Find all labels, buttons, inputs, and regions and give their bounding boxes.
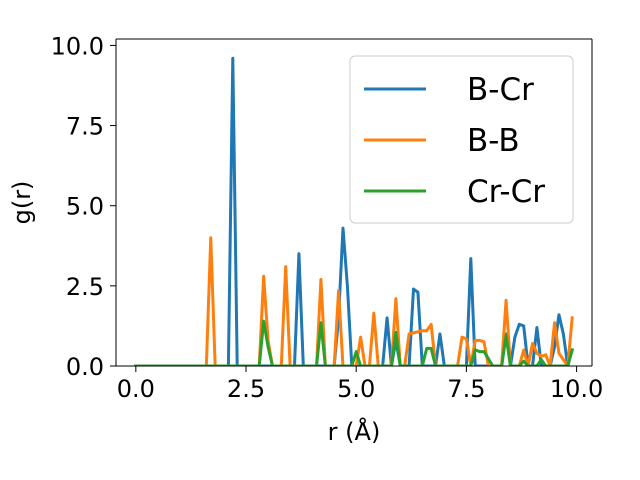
- legend-label-b-b: B-B: [467, 123, 520, 159]
- x-axis-title: r (Å): [328, 417, 381, 446]
- y-tick-label: 7.5: [66, 113, 104, 141]
- x-tick-label: 7.5: [447, 375, 485, 403]
- x-tick-label: 10.0: [550, 375, 603, 403]
- x-tick-label: 0.0: [117, 375, 155, 403]
- y-tick-label: 2.5: [66, 273, 104, 301]
- legend-label-cr-cr: Cr-Cr: [467, 174, 545, 210]
- legend: B-Cr B-B Cr-Cr: [349, 55, 574, 224]
- axes-layer: 0.0 2.5 5.0 7.5 10.0 0.0 2.5 5.0 7.5 10.0 r (Å) g(r…: [8, 32, 603, 446]
- series-group: [134, 56, 575, 366]
- y-tick-label: 0.0: [66, 353, 104, 381]
- y-tick-label: 5.0: [66, 193, 104, 221]
- legend-box: [349, 55, 574, 224]
- series-line-cr-cr: [134, 319, 575, 366]
- y-tick-label: 10.0: [51, 32, 104, 60]
- series-line-b-cr: [134, 56, 575, 366]
- y-axis-title: g(r): [8, 181, 36, 225]
- series-layer: [134, 56, 575, 366]
- x-tick-label: 5.0: [337, 375, 375, 403]
- legend-label-b-cr: B-Cr: [467, 72, 534, 108]
- x-tick-label: 2.5: [227, 375, 265, 403]
